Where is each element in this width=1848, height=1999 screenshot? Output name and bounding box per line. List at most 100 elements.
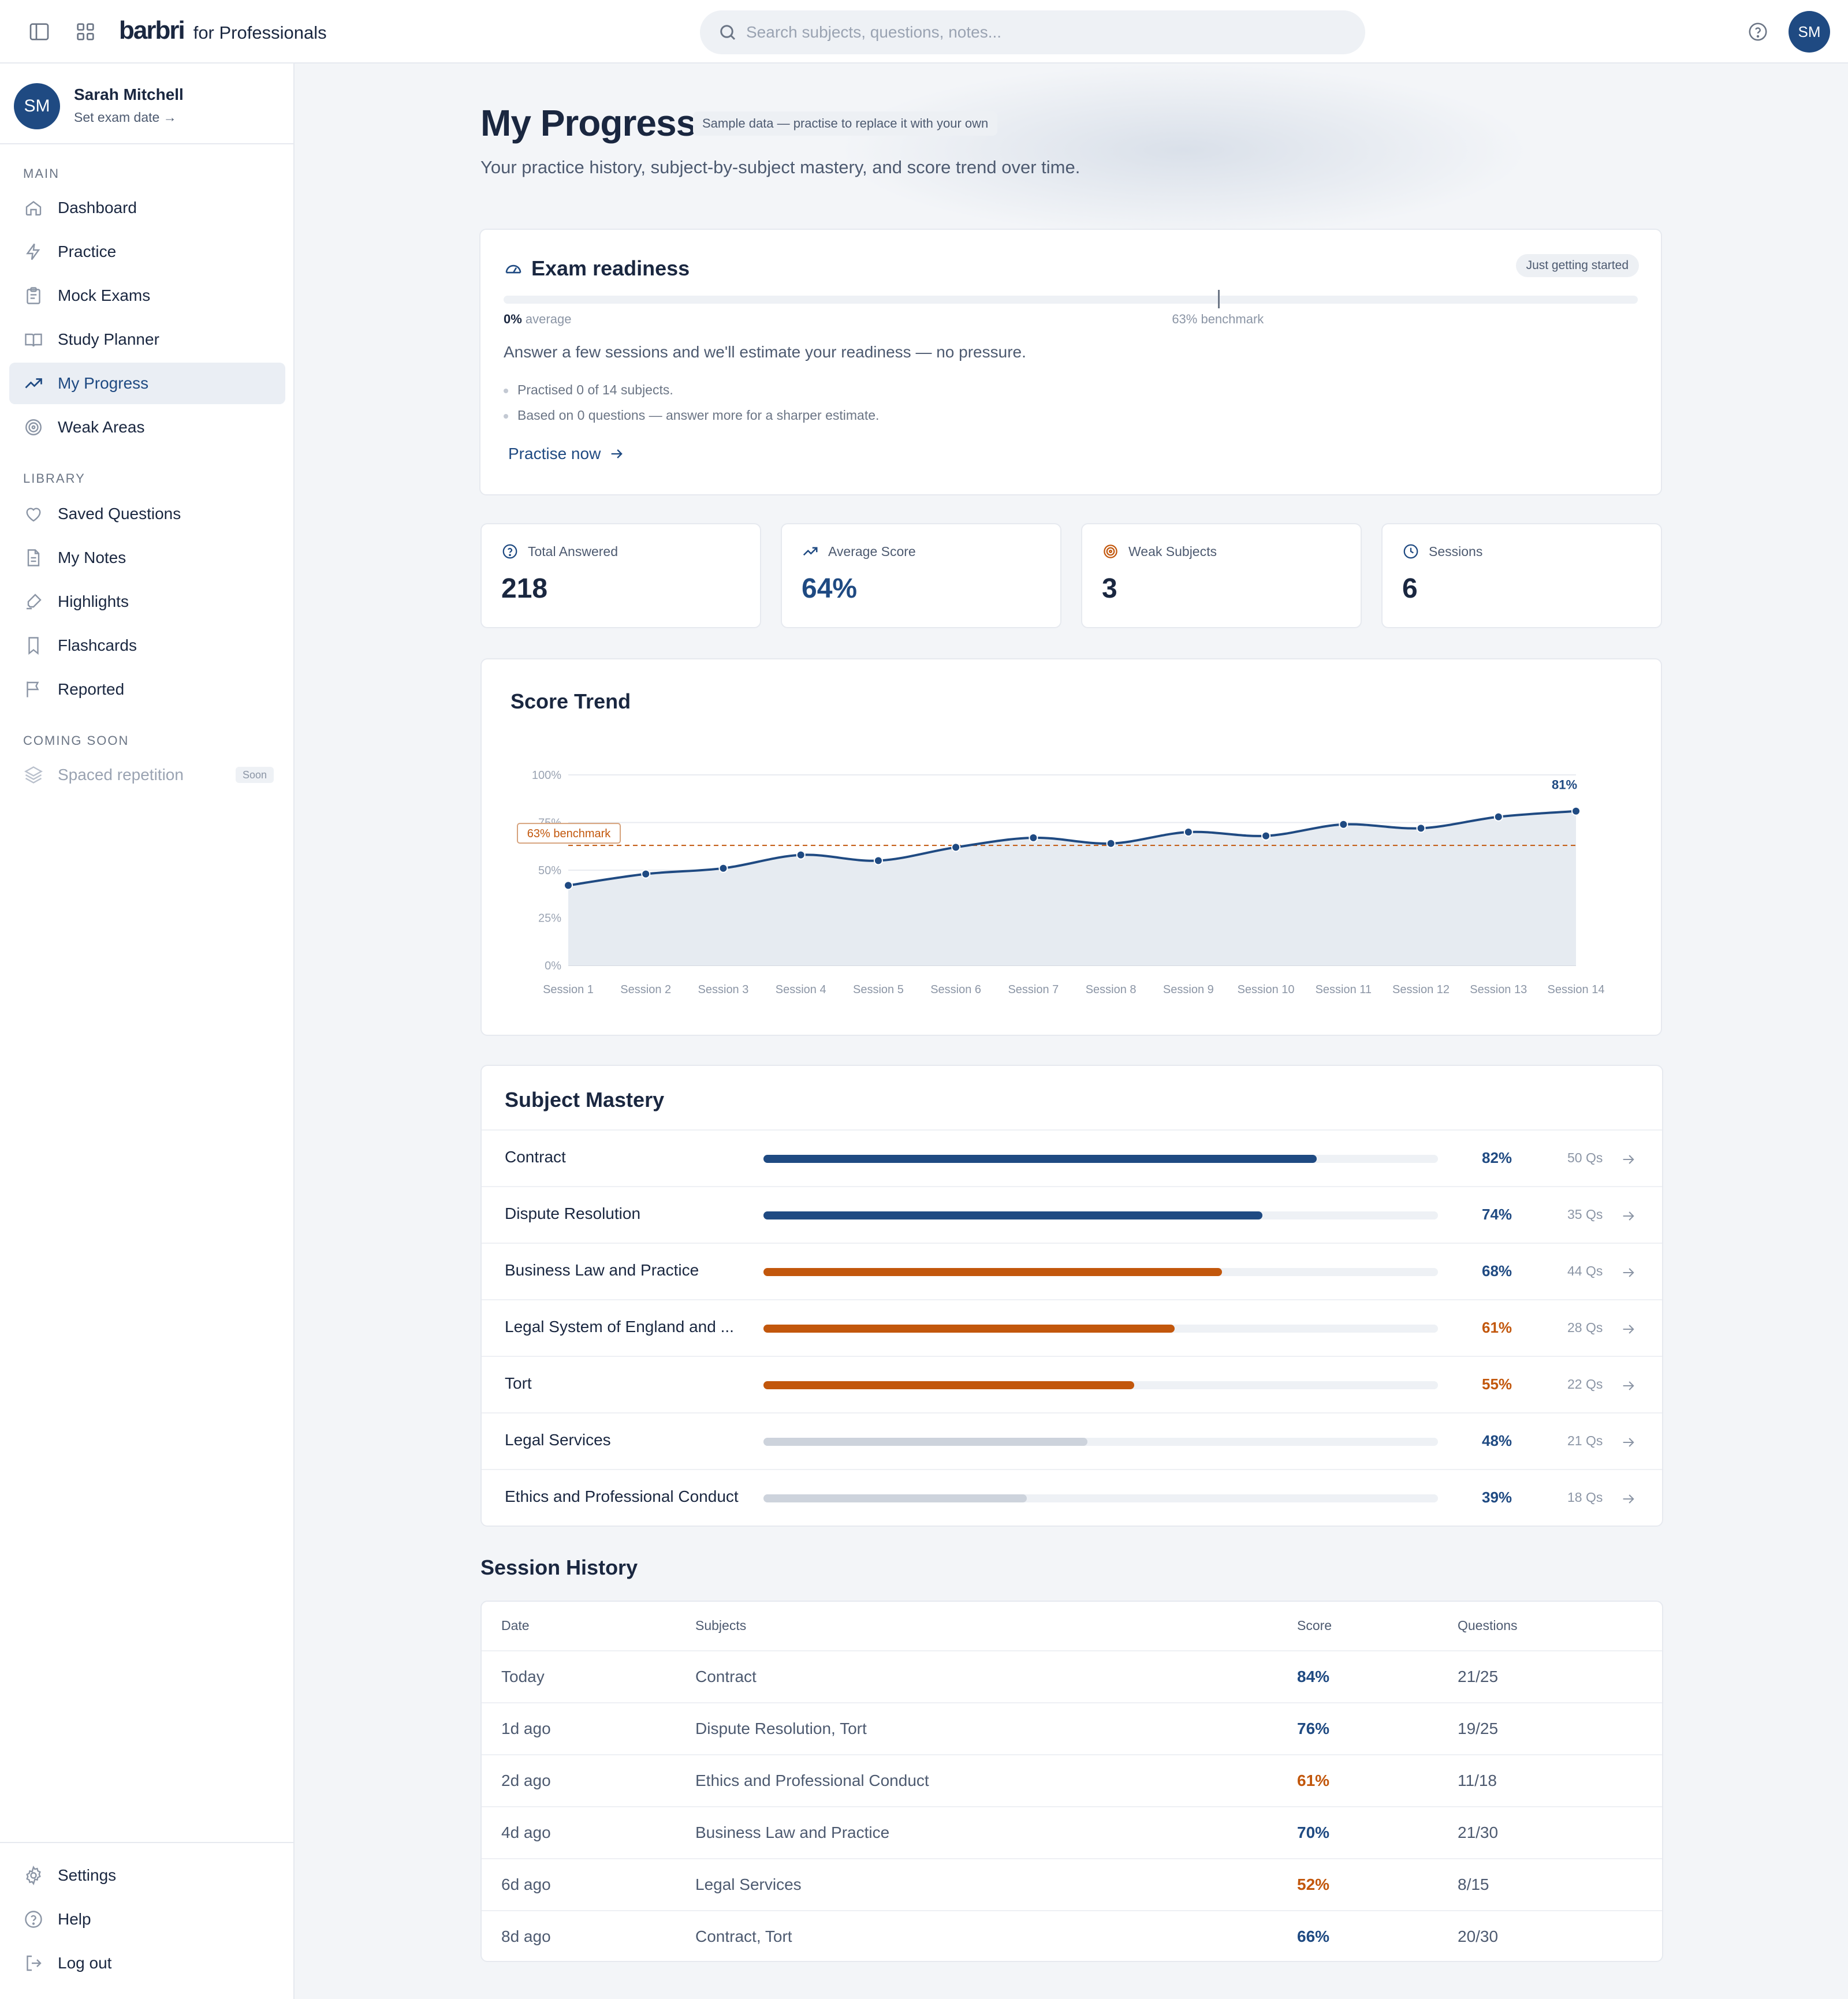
session-date: 6d ago bbox=[501, 1875, 551, 1893]
table-row[interactable]: 1d ago Dispute Resolution, Tort 76% 19/25 bbox=[482, 1702, 1662, 1754]
mastery-row[interactable]: Dispute Resolution 74% 35 Qs bbox=[482, 1186, 1662, 1243]
readiness-benchmark-label: 63% benchmark bbox=[1172, 312, 1264, 326]
user-avatar[interactable]: SM bbox=[14, 83, 60, 129]
gauge-icon bbox=[504, 259, 523, 278]
data-point bbox=[1571, 806, 1581, 816]
mastery-bar-fill bbox=[763, 1325, 1175, 1333]
sidebar-item-highlights[interactable]: Highlights bbox=[9, 581, 285, 622]
data-point bbox=[951, 842, 961, 852]
sidebar-item-log-out[interactable]: Log out bbox=[9, 1942, 285, 1984]
sidebar-item-dashboard[interactable]: Dashboard bbox=[9, 187, 285, 229]
arrow-right-icon[interactable] bbox=[1620, 1378, 1637, 1394]
arrow-right-icon[interactable] bbox=[1620, 1491, 1637, 1507]
table-row[interactable]: Today Contract 84% 21/25 bbox=[482, 1650, 1662, 1702]
sidebar-item-reported[interactable]: Reported bbox=[9, 669, 285, 710]
readiness-average-label: average bbox=[525, 312, 572, 326]
set-exam-date-link[interactable]: Set exam date → bbox=[74, 110, 177, 125]
arrow-right-icon[interactable] bbox=[1620, 1434, 1637, 1450]
session-subjects: Business Law and Practice bbox=[695, 1823, 890, 1841]
sidebar-item-mock-exams[interactable]: Mock Exams bbox=[9, 275, 285, 316]
mastery-row[interactable]: Ethics and Professional Conduct 39% 18 Qs bbox=[482, 1469, 1662, 1526]
sidebar-item-help[interactable]: Help bbox=[9, 1899, 285, 1940]
mastery-row[interactable]: Legal Services 48% 21 Qs bbox=[482, 1412, 1662, 1469]
session-history-title: Session History bbox=[480, 1556, 638, 1579]
search-bar[interactable] bbox=[700, 10, 1365, 54]
mastery-bar bbox=[763, 1438, 1438, 1446]
session-score: 84% bbox=[1297, 1668, 1330, 1685]
session-date: 1d ago bbox=[501, 1720, 551, 1737]
brand-logo[interactable]: barbri for Professionals bbox=[119, 16, 327, 49]
session-subjects: Contract, Tort bbox=[695, 1927, 792, 1945]
apps-grid-icon[interactable] bbox=[74, 20, 97, 43]
x-tick-label: Session 9 bbox=[1163, 983, 1214, 996]
hero-background bbox=[837, 64, 1530, 237]
help-icon[interactable] bbox=[1747, 21, 1769, 43]
search-input[interactable] bbox=[746, 10, 1347, 54]
mastery-bar-fill bbox=[763, 1155, 1317, 1163]
stat-card-average-score: Average Score 64% bbox=[781, 523, 1061, 628]
mastery-bar bbox=[763, 1211, 1438, 1219]
arrow-right-icon[interactable] bbox=[1620, 1208, 1637, 1224]
practise-now-link[interactable]: Practise now bbox=[508, 445, 625, 463]
mastery-bar bbox=[763, 1325, 1438, 1333]
table-row[interactable]: 8d ago Contract, Tort 66% 20/30 bbox=[482, 1910, 1662, 1962]
mastery-bar-fill bbox=[763, 1268, 1223, 1276]
sidebar-toggle-icon[interactable] bbox=[28, 20, 51, 43]
stat-card-sessions: Sessions 6 bbox=[1381, 523, 1662, 628]
arrow-right-icon[interactable] bbox=[1620, 1151, 1637, 1168]
user-name: Sarah Mitchell bbox=[74, 85, 184, 103]
question-count: 21 Qs bbox=[1567, 1433, 1603, 1448]
table-row[interactable]: 2d ago Ethics and Professional Conduct 61%… bbox=[482, 1754, 1662, 1806]
session-score: 70% bbox=[1297, 1823, 1330, 1841]
search-icon bbox=[717, 22, 738, 43]
mastery-row[interactable]: Contract 82% 50 Qs bbox=[482, 1129, 1662, 1186]
sidebar-item-flashcards[interactable]: Flashcards bbox=[9, 625, 285, 666]
arrow-right-icon[interactable] bbox=[1620, 1265, 1637, 1281]
session-date: 2d ago bbox=[501, 1771, 551, 1789]
sidebar-item-label: Help bbox=[58, 1910, 91, 1928]
subject-name: Dispute Resolution bbox=[505, 1204, 641, 1222]
mastery-title: Subject Mastery bbox=[505, 1088, 665, 1112]
session-history-table: Date Subjects Score Questions Today Contr… bbox=[480, 1601, 1663, 1962]
sidebar: SM Sarah Mitchell Set exam date → MAIN D… bbox=[0, 64, 295, 1999]
nav-section-coming-soon: COMING SOON bbox=[23, 733, 129, 748]
sidebar-item-my-progress[interactable]: My Progress bbox=[9, 363, 285, 404]
data-point bbox=[1029, 833, 1038, 842]
x-tick-label: Session 13 bbox=[1470, 983, 1527, 996]
sidebar-item-practice[interactable]: Practice bbox=[9, 231, 285, 273]
sidebar-item-study-planner[interactable]: Study Planner bbox=[9, 319, 285, 360]
mastery-bar-fill bbox=[763, 1438, 1087, 1446]
x-tick-label: Session 4 bbox=[776, 983, 826, 996]
table-row[interactable]: 6d ago Legal Services 52% 8/15 bbox=[482, 1858, 1662, 1910]
lightning-icon bbox=[23, 241, 44, 262]
sidebar-item-label: My Progress bbox=[58, 374, 149, 392]
readiness-status-badge: Just getting started bbox=[1515, 254, 1639, 277]
column-header-questions: Questions bbox=[1458, 1618, 1518, 1633]
mastery-row[interactable]: Legal System of England and ... 61% 28 Qs bbox=[482, 1299, 1662, 1356]
subject-name: Contract bbox=[505, 1148, 566, 1166]
stat-card-total-answered: Total Answered 218 bbox=[480, 523, 761, 628]
sidebar-item-weak-areas[interactable]: Weak Areas bbox=[9, 406, 285, 448]
stat-value: 3 bbox=[1102, 573, 1117, 604]
readiness-title: Exam readiness bbox=[531, 256, 690, 280]
mastery-row[interactable]: Tort 55% 22 Qs bbox=[482, 1356, 1662, 1412]
nav-section-library: LIBRARY bbox=[23, 471, 85, 486]
session-date: Today bbox=[501, 1668, 545, 1685]
session-date: 8d ago bbox=[501, 1927, 551, 1945]
table-row[interactable]: 4d ago Business Law and Practice 70% 21/30 bbox=[482, 1806, 1662, 1858]
sidebar-item-my-notes[interactable]: My Notes bbox=[9, 537, 285, 579]
sidebar-item-saved-questions[interactable]: Saved Questions bbox=[9, 493, 285, 535]
sidebar-item-label: Reported bbox=[58, 680, 125, 698]
avatar[interactable]: SM bbox=[1789, 11, 1830, 53]
sidebar-item-settings[interactable]: Settings bbox=[9, 1855, 285, 1896]
sidebar-item-label: Flashcards bbox=[58, 636, 137, 654]
benchmark-label-box bbox=[517, 823, 621, 844]
arrow-right-icon[interactable] bbox=[1620, 1321, 1637, 1337]
gear-icon bbox=[23, 1865, 44, 1886]
mastery-row[interactable]: Business Law and Practice 68% 44 Qs bbox=[482, 1243, 1662, 1299]
mastery-percent: 74% bbox=[1482, 1206, 1512, 1223]
data-point bbox=[1416, 823, 1426, 833]
column-header-score: Score bbox=[1297, 1618, 1332, 1633]
y-tick-label: 100% bbox=[532, 769, 561, 782]
top-bar: barbri for Professionals SM bbox=[0, 0, 1848, 64]
